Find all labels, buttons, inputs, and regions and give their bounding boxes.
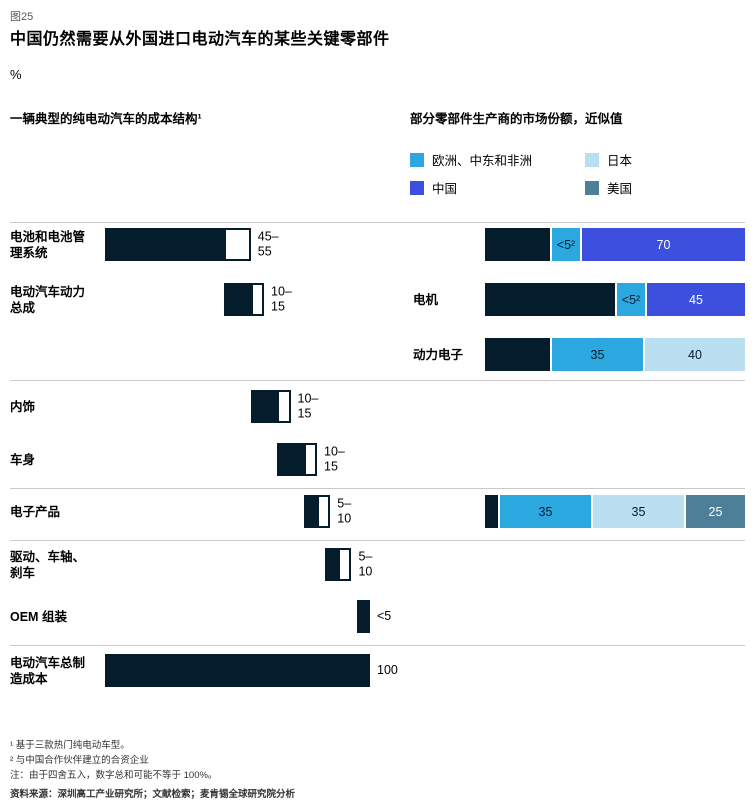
separator-line [10,488,745,489]
stacked-bar: <5² 70 [485,228,745,261]
segment-emea: <5² [550,228,580,261]
segment-value-label: <5² [556,237,576,252]
segment-emea: 35 [498,495,591,528]
segment-value-label: 45 [689,292,703,307]
segment-value-label: 40 [688,347,702,362]
footnote-1: ¹ 基于三款热门纯电动车型。 [10,740,130,751]
source-line: 资料来源：深圳高工产业研究所；文献检索；麦肯锡全球研究院分析 [10,789,296,800]
waterfall-value-label: 100 [377,662,398,677]
waterfall-bar-solid [324,548,339,581]
waterfall-bar-solid [277,443,304,476]
segment-japan: 35 [591,495,684,528]
figure-label: 图25 [10,11,34,23]
waterfall-row-label: OEM 组装 [10,609,67,624]
segment-value-label: 35 [538,504,553,519]
waterfall-row-label: 电动汽车总制造成本 [10,655,86,686]
legend-label-china: 中国 [432,182,458,196]
waterfall-bar-solid [105,228,225,261]
segment-other [485,338,550,371]
waterfall-bar-range [224,228,251,261]
page-title: 中国仍然需要从外国进口电动汽车的某些关键零部件 [10,31,390,48]
segment-china: 70 [580,228,745,261]
segment-value-label: <5² [621,292,641,307]
waterfall-bar-solid [356,600,370,633]
stacked-row-label: 动力电子 [413,347,464,362]
waterfall-bar-solid [250,390,278,423]
waterfall-bar-range [250,283,264,316]
waterfall-bar-range [303,443,317,476]
segment-value-label: 70 [656,237,671,252]
legend-label-us: 美国 [607,182,633,196]
separator-line [10,222,745,223]
legend-swatch-china-icon [410,180,424,195]
waterfall-value-label: 10– 15 [297,390,319,421]
segment-other [485,228,550,261]
stacked-bar: 35 40 [485,338,745,371]
waterfall-bar-range [317,495,331,528]
waterfall-row-label: 电池和电池管理系统 [10,229,86,260]
waterfall-row-label: 电子产品 [10,504,61,519]
waterfall-bar-solid [224,283,251,316]
legend-swatch-emea-icon [410,152,424,167]
waterfall-row-label: 车身 [10,452,36,467]
separator-line [10,380,745,381]
waterfall-bar-range [338,548,352,581]
legend-label-japan: 日本 [607,154,633,168]
waterfall-row-label: 电动汽车动力总成 [10,284,86,315]
stacked-bar: 35 35 25 [485,495,745,528]
waterfall-row-label: 内饰 [10,399,36,414]
segment-china: 45 [645,283,745,316]
waterfall-row-label: 驱动、车轴、刹车 [10,549,86,580]
segment-emea: <5² [615,283,645,316]
segment-other [485,495,498,528]
waterfall-value-label: <5 [377,608,392,623]
separator-line [10,540,745,541]
waterfall-value-label: 10– 15 [324,443,345,474]
stacked-row-label: 电机 [413,292,439,307]
right-panel-title: 部分零部件生产商的市场份额，近似值 [410,112,623,126]
waterfall-bar-solid [105,654,370,687]
segment-us: 25 [684,495,745,528]
legend-item-japan: 日本 [585,150,632,169]
stacked-bar: <5² 45 [485,283,745,316]
footnote-note: 注：由于四舍五入，数字总和可能不等于 100%。 [10,770,218,781]
legend-item-china: 中国 [410,178,457,197]
waterfall-bar-solid [303,495,317,528]
legend-swatch-us-icon [585,180,599,195]
legend-label-emea: 欧洲、中东和非洲 [432,154,533,168]
segment-emea: 35 [550,338,643,371]
segment-value-label: 35 [590,347,605,362]
left-panel-title: 一辆典型的纯电动汽车的成本结构¹ [10,112,202,126]
segment-other [485,283,615,316]
waterfall-value-label: 45– 55 [257,228,279,259]
waterfall-value-label: 5– 10 [358,548,373,579]
waterfall-value-label: 5– 10 [337,495,352,526]
separator-line [10,645,745,646]
legend-item-emea: 欧洲、中东和非洲 [410,150,532,169]
unit-label: % [10,67,22,82]
segment-japan: 40 [643,338,745,371]
segment-value-label: 25 [708,504,723,519]
legend-swatch-japan-icon [585,152,599,167]
legend-item-us: 美国 [585,178,632,197]
footnote-2: ² 与中国合作伙伴建立的合资企业 [10,755,149,766]
waterfall-bar-range [277,390,291,423]
segment-value-label: 35 [631,504,646,519]
waterfall-value-label: 10– 15 [271,283,292,314]
